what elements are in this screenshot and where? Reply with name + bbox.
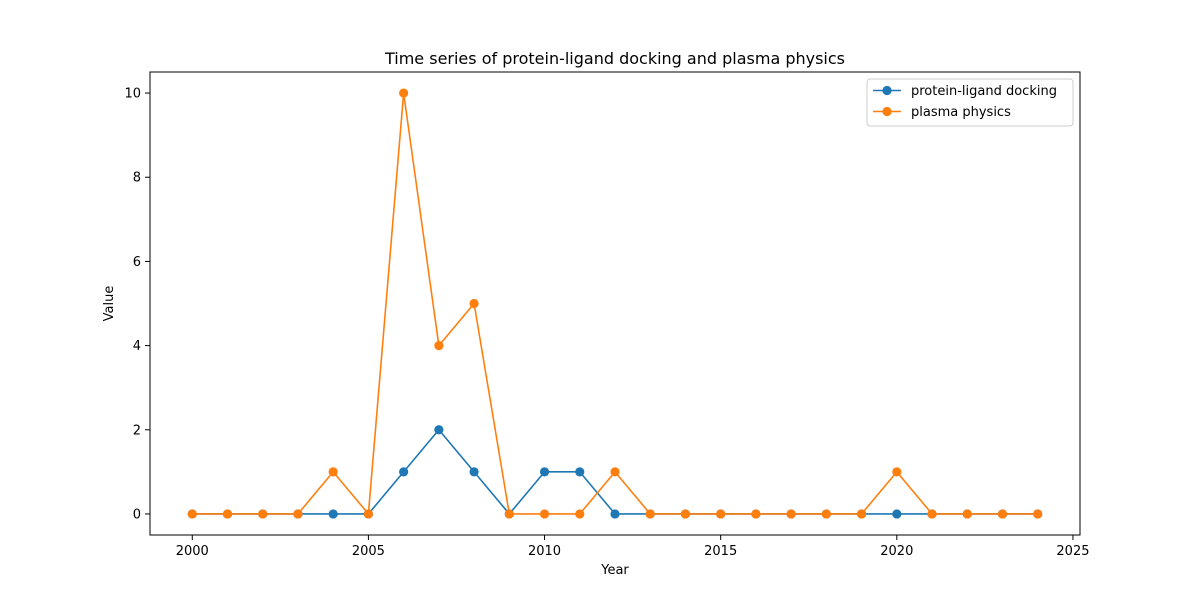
x-tick-label: 2020 <box>880 544 913 559</box>
data-point-plasma-physics <box>434 340 444 351</box>
y-tick-label: 2 <box>133 423 141 438</box>
y-tick-label: 8 <box>133 171 141 186</box>
x-axis: 2000 2005 2010 2015 2020 2025 <box>176 535 1090 559</box>
data-point-plasma-physics <box>258 509 268 519</box>
x-tick-label: 2025 <box>1056 544 1089 559</box>
data-point-plasma-physics <box>293 509 303 519</box>
data-point-protein-ligand-docking <box>434 425 444 435</box>
y-tick-label: 0 <box>133 507 141 522</box>
data-point-plasma-physics <box>927 509 937 519</box>
data-point-protein-ligand-docking <box>399 467 409 477</box>
x-tick-label: 2005 <box>352 544 385 559</box>
plot-area-frame <box>149 71 1081 536</box>
chart-title: Time series of protein-ligand docking an… <box>384 49 845 68</box>
x-axis-title: Year <box>600 563 629 578</box>
data-point-protein-ligand-docking <box>575 467 585 477</box>
data-point-plasma-physics <box>539 509 550 519</box>
series-plasma-physics <box>187 88 1043 519</box>
data-point-plasma-physics <box>856 509 867 519</box>
legend-marker-plasma-physics <box>882 106 892 117</box>
data-point-plasma-physics <box>222 509 233 519</box>
y-axis-title: Value <box>102 286 117 322</box>
y-tick-label: 4 <box>133 339 141 354</box>
data-point-plasma-physics <box>716 509 726 519</box>
data-point-plasma-physics <box>751 509 761 519</box>
y-tick-label: 6 <box>133 255 141 270</box>
x-tick-label: 2015 <box>704 544 737 559</box>
data-point-plasma-physics <box>680 509 691 519</box>
y-axis: 0 2 4 6 8 10 <box>124 87 150 522</box>
y-tick-label: 10 <box>124 87 141 102</box>
legend-label-protein-ligand-docking: protein-ligand docking <box>911 84 1057 99</box>
data-point-plasma-physics <box>962 509 972 519</box>
series-layer <box>187 88 1043 519</box>
data-point-protein-ligand-docking <box>610 509 620 519</box>
data-point-protein-ligand-docking <box>539 467 550 477</box>
legend-label-plasma-physics: plasma physics <box>911 105 1011 120</box>
data-point-plasma-physics <box>469 298 479 309</box>
data-point-plasma-physics <box>187 509 197 519</box>
data-point-plasma-physics <box>399 88 409 98</box>
data-point-plasma-physics <box>645 509 655 519</box>
data-point-plasma-physics <box>610 467 620 477</box>
data-point-plasma-physics <box>821 509 831 519</box>
x-tick-label: 2010 <box>528 544 561 559</box>
data-point-plasma-physics <box>504 509 514 519</box>
data-point-protein-ligand-docking <box>469 467 479 477</box>
data-point-protein-ligand-docking <box>892 509 902 519</box>
data-point-plasma-physics <box>328 467 338 477</box>
legend: protein-ligand docking plasma physics <box>866 78 1074 127</box>
x-tick-label: 2000 <box>176 544 209 559</box>
data-point-protein-ligand-docking <box>328 509 338 519</box>
legend-marker-protein-ligand-docking <box>882 85 892 96</box>
data-point-plasma-physics <box>892 467 902 477</box>
data-point-plasma-physics <box>786 509 796 519</box>
data-point-plasma-physics <box>575 509 585 519</box>
data-point-plasma-physics <box>363 509 374 519</box>
series-line-plasma-physics <box>192 92 1038 515</box>
data-point-plasma-physics <box>997 509 1008 519</box>
data-point-plasma-physics <box>1033 509 1043 519</box>
legend-box <box>866 78 1074 127</box>
